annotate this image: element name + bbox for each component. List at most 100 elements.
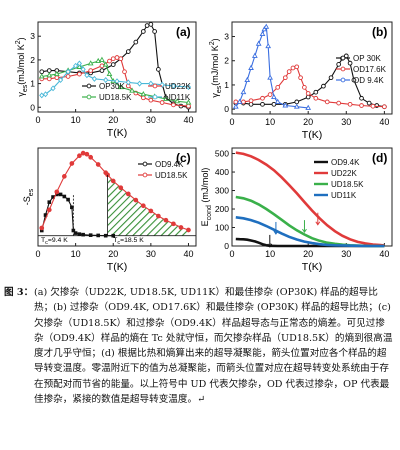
data-point <box>46 207 52 213</box>
data-point <box>125 49 131 54</box>
data-point <box>305 91 311 96</box>
annotation-part: =18.5 K <box>120 237 144 244</box>
y-tick-label: 3 <box>224 32 229 42</box>
x-tick-label: 30 <box>341 249 351 259</box>
x-tick-label: 30 <box>146 115 156 125</box>
data-point <box>76 60 82 67</box>
data-point <box>51 195 55 199</box>
legend-marker <box>142 161 148 167</box>
data-point <box>125 79 131 86</box>
data-point <box>129 87 135 93</box>
y-tick-label: 400 <box>215 167 229 177</box>
data-point <box>39 92 45 99</box>
data-point <box>46 68 52 73</box>
data-point <box>54 189 60 195</box>
data-point <box>271 93 277 100</box>
data-point <box>55 192 59 197</box>
data-point <box>46 76 52 82</box>
x-tick-label: 30 <box>341 117 351 127</box>
series-line-OD9.4K <box>235 237 385 248</box>
data-point <box>58 192 63 197</box>
x-axis-label: T(K) <box>302 261 322 273</box>
data-point <box>260 101 265 107</box>
data-point <box>66 197 70 202</box>
data-point <box>84 151 90 157</box>
data-point <box>290 65 296 71</box>
panel-label: (a) <box>176 25 191 39</box>
data-point <box>328 75 334 81</box>
y-axis-label-part: E <box>200 220 210 226</box>
data-point <box>170 82 177 89</box>
data-point <box>347 60 353 66</box>
panel-label: (b) <box>372 25 387 39</box>
data-point <box>148 80 154 87</box>
x-axis-label: T(K) <box>302 129 322 141</box>
x-axis-label: T(K) <box>107 261 127 273</box>
data-point <box>261 26 268 32</box>
data-point <box>69 161 75 166</box>
y-axis-label-part: (mJ/mol K <box>210 45 220 86</box>
data-point <box>96 233 100 238</box>
data-point <box>88 154 94 160</box>
data-point <box>57 77 64 84</box>
legend-marker <box>340 55 346 61</box>
legend-label: OD9.4K <box>331 158 360 167</box>
y-axis-label: -Ses <box>22 188 35 205</box>
data-point <box>99 68 105 73</box>
y-axis-label-part: 2 <box>209 41 216 45</box>
data-point <box>80 66 86 73</box>
data-point <box>240 88 247 95</box>
data-point <box>38 73 45 79</box>
y-axis-label-part: 2 <box>15 40 22 44</box>
data-point <box>232 103 239 109</box>
legend-label: OD9.4K <box>155 160 184 169</box>
x-tick-label: 40 <box>379 117 389 127</box>
data-point <box>186 227 191 233</box>
legend-label: UD22K <box>165 82 191 91</box>
tc-arrow-head <box>302 228 307 234</box>
y-tick-label: 2 <box>224 56 229 66</box>
data-point <box>106 70 113 77</box>
y-tick-label: 1 <box>224 80 229 90</box>
data-point <box>313 89 319 95</box>
data-point <box>102 61 109 67</box>
data-point <box>282 102 289 108</box>
data-point <box>265 42 272 49</box>
data-point <box>347 101 353 107</box>
data-point <box>148 22 154 27</box>
legend-marker <box>340 77 346 83</box>
x-tick-label: 20 <box>108 115 118 125</box>
y-axis-label-part: (mJ/mol) <box>200 168 210 206</box>
y-axis-label-part: γ <box>210 93 220 98</box>
data-point <box>293 103 300 109</box>
y-axis-label: γes(mJ/mol K2) <box>15 37 29 96</box>
data-point <box>77 232 82 236</box>
data-point <box>171 102 176 108</box>
legend-label: UD22K <box>331 169 357 178</box>
data-point <box>305 104 312 110</box>
data-point <box>302 85 307 90</box>
legend-marker <box>152 83 158 89</box>
annotation-part: =9.4 K <box>48 237 68 244</box>
x-tick-label: 40 <box>183 249 193 259</box>
data-point <box>39 69 45 75</box>
data-point <box>91 75 98 82</box>
legend-label: UD11K <box>165 93 191 102</box>
data-point <box>61 174 67 179</box>
data-point <box>267 74 273 80</box>
y-axis-label: γes(mJ/mol K2) <box>209 38 223 97</box>
data-point <box>118 56 124 62</box>
data-point <box>171 221 176 227</box>
x-tick-label: 20 <box>303 117 313 127</box>
data-point <box>294 64 300 70</box>
y-tick-label: 500 <box>215 149 229 159</box>
data-point <box>267 92 273 97</box>
data-point <box>163 217 169 223</box>
data-point <box>275 85 281 90</box>
data-point <box>77 153 82 159</box>
x-tick-label: 10 <box>71 249 81 259</box>
y-tick-label: 100 <box>215 223 229 233</box>
series-line-UD11K <box>235 216 385 248</box>
data-point <box>50 85 56 92</box>
